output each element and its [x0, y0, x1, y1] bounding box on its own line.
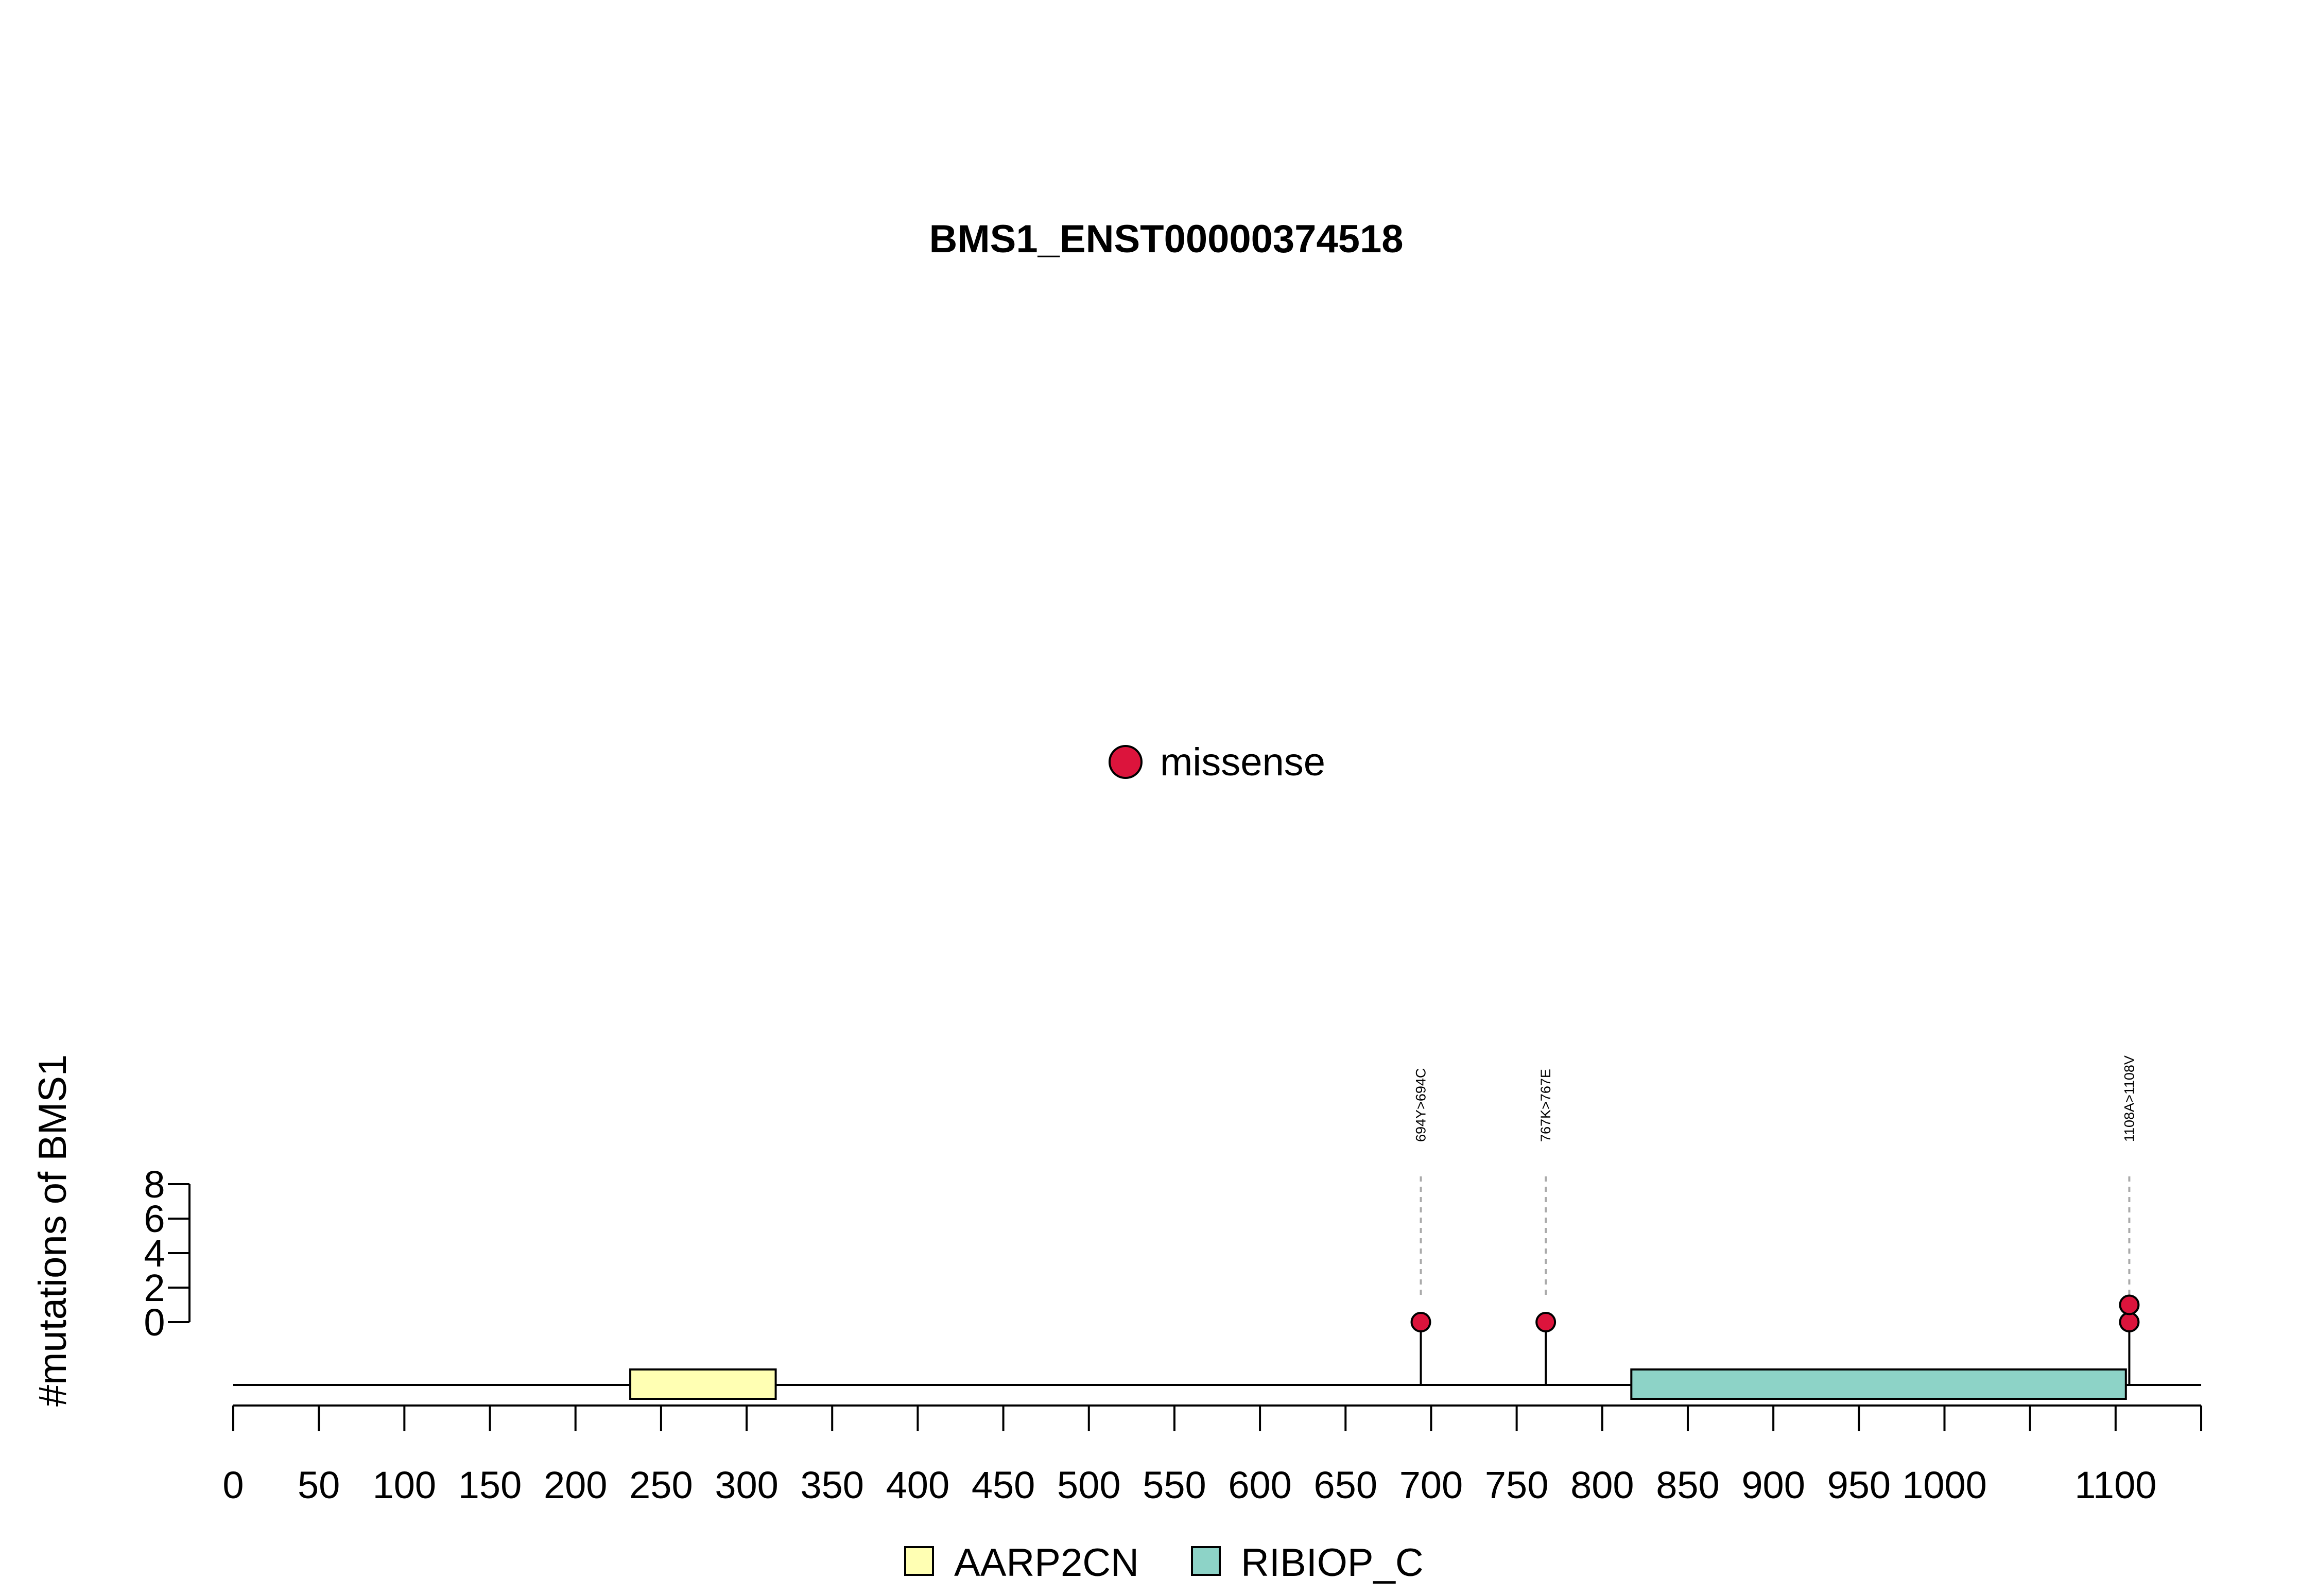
- x-tick-label: 950: [1827, 1464, 1891, 1506]
- y-tick-label: 8: [144, 1163, 165, 1206]
- y-tick-label: 0: [144, 1301, 165, 1344]
- plot-area: 0 50 100 150 200 250 300 350 400 450 500 550 600 650 7…: [144, 740, 2203, 1585]
- domain-ribiop_c: [1630, 1368, 2127, 1400]
- legend-aarp2cn-label: AARP2CN: [954, 1541, 1139, 1585]
- x-tick-label: 0: [222, 1464, 244, 1506]
- x-tick-label: 650: [1314, 1464, 1377, 1506]
- y-tick-label: 6: [144, 1198, 165, 1240]
- x-tick-label: 450: [972, 1464, 1035, 1506]
- y-axis-label: #mutations of BMS1: [31, 1054, 75, 1407]
- mutation-point: [1410, 1312, 1431, 1332]
- legend-ribiop_c-swatch: [1191, 1546, 1221, 1576]
- x-tick-label: 150: [458, 1464, 522, 1506]
- x-tick-label: 1000: [1902, 1464, 1987, 1506]
- x-tick-label: 350: [800, 1464, 863, 1506]
- mutation-point: [2119, 1294, 2140, 1315]
- x-tick-label: 100: [373, 1464, 436, 1506]
- chart-title: BMS1_ENST00000374518: [929, 217, 1403, 261]
- x-tick-label: 1100: [2074, 1464, 2156, 1506]
- y-tick-label: 2: [144, 1267, 165, 1309]
- x-tick-label: 800: [1570, 1464, 1634, 1506]
- domain-aarp2cn: [629, 1368, 777, 1400]
- legend-aarp2cn-swatch: [904, 1546, 934, 1576]
- legend-ribiop_c-label: RIBIOP_C: [1241, 1541, 1424, 1585]
- x-tick-label: 900: [1741, 1464, 1805, 1506]
- x-tick-label: 50: [298, 1464, 340, 1506]
- legend-missense-marker: [1109, 745, 1143, 779]
- x-tick-label: 550: [1143, 1464, 1206, 1506]
- x-tick-label: 600: [1228, 1464, 1291, 1506]
- x-tick-label: 500: [1057, 1464, 1120, 1506]
- x-tick-label: 700: [1399, 1464, 1463, 1506]
- mutation-point: [1535, 1312, 1557, 1332]
- x-tick-label: 200: [544, 1464, 607, 1506]
- mutation-label: 694Y>694C: [1413, 1068, 1429, 1142]
- legend-missense-label: missense: [1160, 740, 1325, 784]
- mutation-point: [2119, 1312, 2140, 1332]
- y-tick-label: 4: [144, 1232, 165, 1275]
- mutation-label: 1108A>1108V: [2121, 1055, 2137, 1142]
- mutation-label: 767K>767E: [1538, 1069, 1553, 1142]
- x-tick-label: 300: [715, 1464, 778, 1506]
- x-tick-label: 250: [629, 1464, 693, 1506]
- x-tick-label: 850: [1656, 1464, 1719, 1506]
- x-tick-label: 750: [1485, 1464, 1548, 1506]
- x-tick-label: 400: [886, 1464, 949, 1506]
